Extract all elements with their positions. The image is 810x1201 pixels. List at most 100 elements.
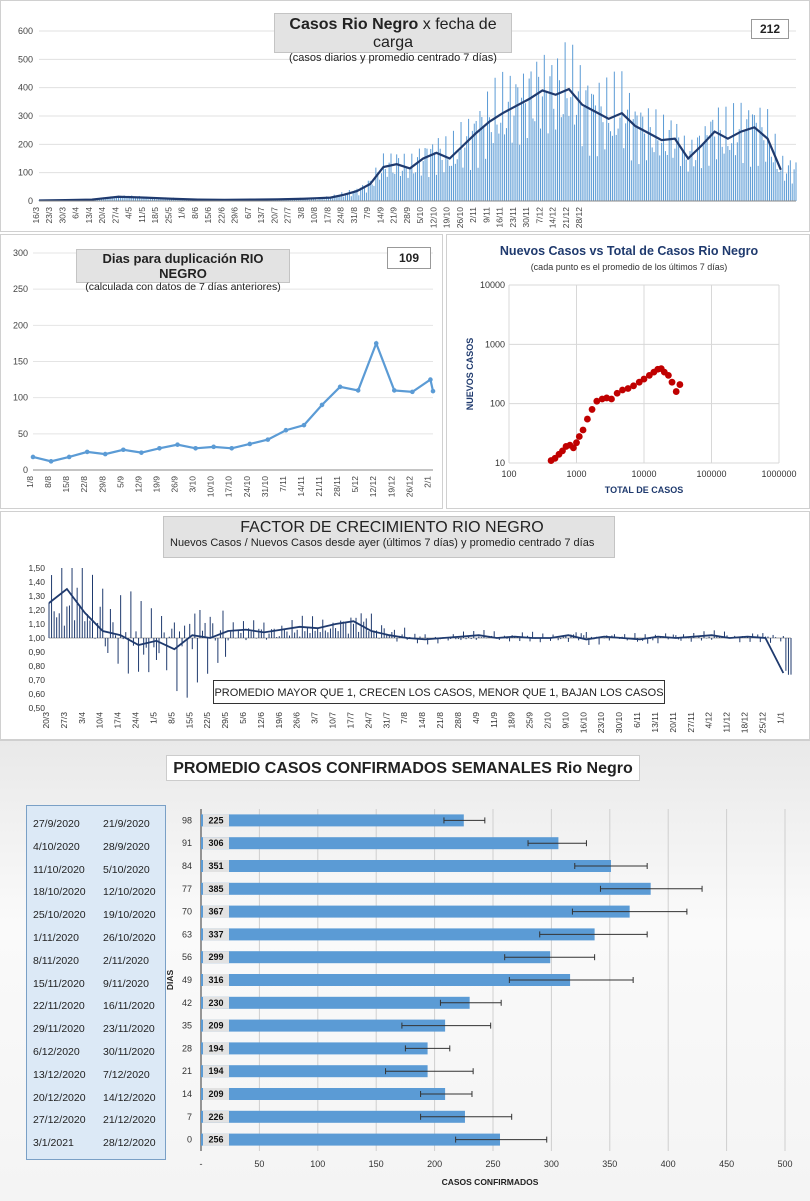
x-tick-label: 11/5 (137, 207, 147, 223)
scatter-chart: Nuevos Casos vs Total de Casos Rio Negro… (447, 235, 810, 510)
x-tick-label: 27/3 (59, 712, 69, 729)
x-tick-label: 12/9 (133, 476, 143, 493)
y-tick-label: 0,70 (28, 675, 45, 685)
x-tick-label: 5/6 (238, 712, 248, 724)
daily-bar (756, 123, 757, 201)
daily-bar (705, 126, 706, 201)
daily-bar (498, 134, 499, 201)
scatter-title: Nuevos Casos vs Total de Casos Rio Negro (500, 244, 759, 258)
value-bar (201, 814, 464, 826)
x-tick-label: 500 (777, 1159, 792, 1169)
daily-bar (724, 154, 725, 201)
daily-bar (551, 65, 552, 201)
x-tick-label: 4/9 (471, 712, 481, 724)
y-tick-label: 1,40 (28, 577, 45, 587)
daily-bar (411, 154, 412, 201)
x-tick-label: 2/11 (468, 207, 478, 223)
daily-bar (589, 156, 590, 201)
daily-bar (744, 130, 745, 201)
x-tick-label: 450 (719, 1159, 734, 1169)
x-tick-label: 28/8 (453, 712, 463, 729)
x-tick-label: 11/12 (722, 712, 732, 733)
x-tick-label: 18/12 (740, 712, 750, 734)
x-tick-label: 23/11 (508, 207, 518, 228)
daily-bar (703, 143, 704, 201)
daily-bar (654, 152, 655, 201)
y-tick-label: 1000 (485, 339, 505, 349)
x-tick-label: 3/4 (77, 712, 87, 724)
daily-bar (419, 149, 420, 201)
doubling-point (211, 445, 216, 450)
daily-bar (485, 159, 486, 201)
factor-avg-line (49, 589, 783, 673)
value-label: 351 (208, 861, 223, 871)
daily-bar (542, 96, 543, 201)
week-end-date: 25/10/2020 (33, 909, 86, 921)
daily-bar (561, 117, 562, 201)
daily-bar (758, 166, 759, 201)
daily-bar (339, 196, 340, 201)
daily-bar (534, 121, 535, 201)
doubling-point (302, 423, 307, 428)
daily-bar (423, 161, 424, 201)
x-tick-label: 16/3 (31, 207, 41, 224)
daily-bar (536, 62, 537, 201)
daily-bar (470, 170, 471, 201)
daily-bar (493, 143, 494, 201)
x-axis-title: CASOS CONFIRMADOS (442, 1177, 539, 1187)
y-tick-label: 100 (490, 399, 505, 409)
daily-bar (565, 42, 566, 201)
y-axis-title: NUEVOS CASOS (465, 338, 475, 411)
daily-bar (792, 184, 793, 201)
daily-bar (780, 170, 781, 201)
scatter-point (665, 372, 672, 379)
doubling-point (374, 341, 379, 346)
x-tick-label: 20/7 (269, 207, 279, 224)
week-end-date: 27/12/2020 (33, 1114, 86, 1126)
x-tick-label: 23/10 (596, 712, 606, 734)
y-tick-label: 0,80 (28, 661, 45, 671)
daily-bar (707, 135, 708, 201)
y-category-label: 42 (182, 998, 192, 1008)
daily-bar (621, 71, 622, 201)
scatter-chart-panel: Nuevos Casos vs Total de Casos Rio Negro… (446, 234, 810, 509)
daily-bar (341, 192, 342, 201)
y-tick-label: 0,90 (28, 647, 45, 657)
week-start-date: 9/11/2020 (103, 978, 149, 990)
daily-bar (741, 103, 742, 201)
x-tick-label: 7/8 (399, 712, 409, 724)
doubling-chart-subtitle: (calculada con datos de 7 días anteriore… (77, 281, 289, 293)
daily-bar (659, 155, 660, 201)
x-tick-label: 24/4 (131, 712, 141, 729)
daily-bar (383, 153, 384, 201)
x-tick-label: 2/10 (542, 712, 552, 729)
daily-bar (563, 114, 564, 201)
x-tick-label: 9/11 (481, 207, 491, 223)
value-bar (201, 997, 470, 1009)
y-tick-label: 200 (13, 320, 28, 330)
daily-bar (546, 91, 547, 201)
week-start-date: 7/12/2020 (103, 1069, 150, 1081)
value-label: 306 (208, 838, 223, 848)
doubling-point (229, 446, 234, 451)
growth-factor-title-box: FACTOR DE CRECIMIENTO RIO NEGRO Nuevos C… (163, 516, 615, 558)
daily-bar (765, 162, 766, 201)
y-category-label: 77 (182, 884, 192, 894)
week-start-date: 26/10/2020 (103, 932, 156, 944)
x-tick-label: 50 (254, 1159, 264, 1169)
doubling-chart-badge: 109 (387, 247, 431, 269)
daily-bar (495, 78, 496, 201)
daily-bar (409, 168, 410, 201)
daily-bar (438, 138, 439, 201)
x-tick-label: 6/4 (71, 207, 81, 219)
weekly-avg-title: PROMEDIO CASOS CONFIRMADOS SEMANALES Rio… (166, 755, 640, 781)
value-label: 225 (208, 815, 223, 825)
x-tick-label: 7/12 (534, 207, 544, 224)
daily-bar (680, 166, 681, 201)
daily-bar (445, 136, 446, 201)
x-tick-label: 26/6 (292, 712, 302, 729)
daily-bar (415, 172, 416, 201)
